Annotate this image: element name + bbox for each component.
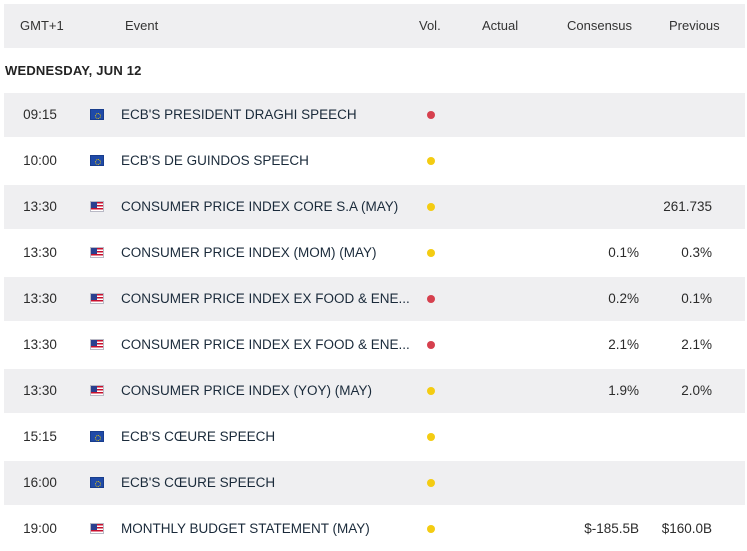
event-time: 13:30 xyxy=(23,291,57,306)
medium-volatility-dot-icon xyxy=(427,157,435,165)
medium-volatility-dot-icon xyxy=(427,479,435,487)
table-row[interactable]: 13:30 CONSUMER PRICE INDEX (MOM) (MAY) 0.1… xyxy=(4,231,745,275)
event-name[interactable]: ECB'S CŒURE SPEECH xyxy=(121,475,276,490)
us-flag-icon xyxy=(90,523,104,534)
table-row[interactable]: 19:00 MONTHLY BUDGET STATEMENT (MAY) $-185… xyxy=(4,507,745,551)
col-header-timezone[interactable]: GMT+1 xyxy=(20,18,64,33)
eu-flag-icon xyxy=(90,431,104,442)
us-flag-icon xyxy=(90,247,104,258)
previous-value: 2.1% xyxy=(681,337,712,352)
event-name[interactable]: CONSUMER PRICE INDEX EX FOOD & ENE... xyxy=(121,337,410,352)
event-name[interactable]: ECB'S PRESIDENT DRAGHI SPEECH xyxy=(121,107,357,122)
eu-flag-icon xyxy=(90,109,104,120)
event-name[interactable]: ECB'S CŒURE SPEECH xyxy=(121,429,276,444)
high-volatility-dot-icon xyxy=(427,295,435,303)
previous-value: 2.0% xyxy=(681,383,712,398)
event-time: 16:00 xyxy=(23,475,57,490)
us-flag-icon xyxy=(90,385,104,396)
event-name[interactable]: CONSUMER PRICE INDEX (YOY) (MAY) xyxy=(121,383,373,398)
medium-volatility-dot-icon xyxy=(427,433,435,441)
consensus-value: 0.1% xyxy=(608,245,639,260)
event-name[interactable]: CONSUMER PRICE INDEX CORE S.A (MAY) xyxy=(121,199,399,214)
table-row[interactable]: 13:30 CONSUMER PRICE INDEX EX FOOD & ENE.… xyxy=(4,323,745,367)
table-row[interactable]: 10:00 ECB'S DE GUINDOS SPEECH xyxy=(4,139,745,183)
medium-volatility-dot-icon xyxy=(427,203,435,211)
medium-volatility-dot-icon xyxy=(427,249,435,257)
us-flag-icon xyxy=(90,339,104,350)
table-row[interactable]: 13:30 CONSUMER PRICE INDEX (YOY) (MAY) 1.9… xyxy=(4,369,745,413)
col-header-consensus[interactable]: Consensus xyxy=(567,18,633,33)
event-name[interactable]: ECB'S DE GUINDOS SPEECH xyxy=(121,153,309,168)
table-row[interactable]: 16:00 ECB'S CŒURE SPEECH xyxy=(4,461,745,505)
table-row[interactable]: 15:15 ECB'S CŒURE SPEECH xyxy=(4,415,745,459)
table-row[interactable]: 09:15 ECB'S PRESIDENT DRAGHI SPEECH xyxy=(4,93,745,137)
event-time: 13:30 xyxy=(23,383,57,398)
eu-flag-icon xyxy=(90,155,104,166)
day-heading: WEDNESDAY, JUN 12 xyxy=(5,63,142,78)
col-header-previous[interactable]: Previous xyxy=(669,18,720,33)
previous-value: 0.3% xyxy=(681,245,712,260)
high-volatility-dot-icon xyxy=(427,341,435,349)
event-name[interactable]: CONSUMER PRICE INDEX (MOM) (MAY) xyxy=(121,245,377,260)
event-time: 13:30 xyxy=(23,199,57,214)
consensus-value: 1.9% xyxy=(608,383,639,398)
table-row[interactable]: 13:30 CONSUMER PRICE INDEX CORE S.A (MAY)… xyxy=(4,185,745,229)
event-time: 09:15 xyxy=(23,107,57,122)
event-time: 13:30 xyxy=(23,245,57,260)
event-name[interactable]: MONTHLY BUDGET STATEMENT (MAY) xyxy=(121,521,370,536)
eu-flag-icon xyxy=(90,477,104,488)
event-time: 13:30 xyxy=(23,337,57,352)
consensus-value: $-185.5B xyxy=(584,521,639,536)
event-time: 15:15 xyxy=(23,429,57,444)
previous-value: $160.0B xyxy=(661,521,712,536)
event-name[interactable]: CONSUMER PRICE INDEX EX FOOD & ENE... xyxy=(121,291,410,306)
previous-value: 0.1% xyxy=(681,291,712,306)
high-volatility-dot-icon xyxy=(427,111,435,119)
previous-value: 261.735 xyxy=(663,199,712,214)
col-header-event[interactable]: Event xyxy=(125,18,159,33)
medium-volatility-dot-icon xyxy=(427,387,435,395)
col-header-actual[interactable]: Actual xyxy=(482,18,519,33)
us-flag-icon xyxy=(90,293,104,304)
consensus-value: 2.1% xyxy=(608,337,639,352)
col-header-vol[interactable]: Vol. xyxy=(419,18,441,33)
table-row[interactable]: 13:30 CONSUMER PRICE INDEX EX FOOD & ENE.… xyxy=(4,277,745,321)
event-time: 10:00 xyxy=(23,153,57,168)
medium-volatility-dot-icon xyxy=(427,525,435,533)
consensus-value: 0.2% xyxy=(608,291,639,306)
us-flag-icon xyxy=(90,201,104,212)
table-header: GMT+1 Event Vol. Actual Consensus Previo… xyxy=(4,4,745,48)
event-time: 19:00 xyxy=(23,521,57,536)
